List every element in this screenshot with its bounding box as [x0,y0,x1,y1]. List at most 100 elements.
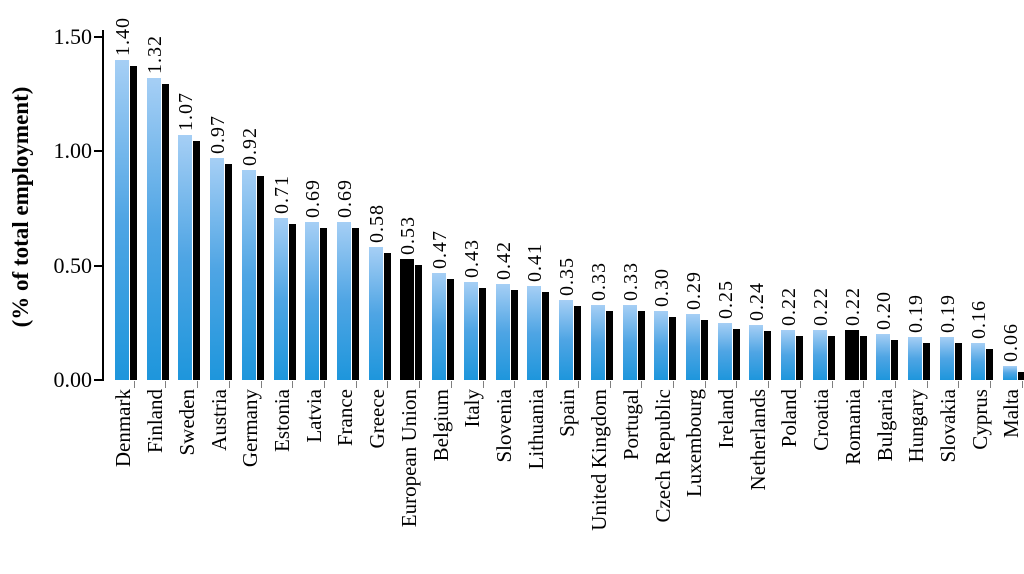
x-label-cell: Denmark [103,389,135,574]
y-tick-label: 1.50 [53,24,93,49]
y-axis-line [102,30,104,381]
x-label-cell: Croatia [801,389,833,574]
x-tick [894,381,896,388]
value-label: 0.30 [651,268,674,307]
bar-shadow [415,265,423,380]
x-tick-label: France [333,389,358,447]
x-label-cell: Czech Republic [642,389,675,574]
x-label-cell: Slovenia [484,389,516,574]
bar-group: 0.33 [611,37,645,388]
value-label: 0.58 [365,204,388,243]
bar-shadow [510,290,518,380]
x-label-cell: France [325,389,357,574]
x-tick [450,381,452,388]
bar-shadow [637,311,645,380]
x-label-cell: Estonia [262,389,294,574]
x-label-cell: Slovakia [928,389,960,574]
x-tick-label: Portugal [618,389,643,461]
x-tick [799,381,801,388]
bar-group: 0.69 [293,37,328,388]
bar [305,222,320,380]
bar-shadow [447,279,455,380]
value-label: 0.22 [809,287,832,326]
value-label: 0.47 [429,230,452,269]
bar [368,247,383,380]
y-tick [94,379,103,381]
x-label-cell: Netherlands [737,389,770,574]
value-label: 0.53 [397,216,420,255]
bar-group: 0.22 [769,37,804,388]
x-label-cell: Portugal [611,389,643,574]
bar [495,284,510,380]
bar-group: 0.42 [484,37,518,388]
x-tick [197,381,199,388]
bar [463,282,478,380]
x-tick [768,381,770,388]
x-tick-label: Austria [206,389,231,451]
x-tick [926,381,928,388]
y-tick [94,150,103,153]
bar [622,305,637,380]
x-label-cell: Italy [452,389,484,574]
value-label: 0.29 [682,271,705,310]
bar-group: 0.22 [801,37,835,388]
x-tick [641,381,643,388]
bar-shadow [700,320,708,380]
x-tick-label: Latvia [301,389,326,443]
bar-shadow [130,66,137,380]
y-tick [94,264,103,267]
bar [273,218,288,380]
x-tick [419,381,421,388]
bar-group: 1.32 [135,35,169,388]
value-label: 0.35 [556,257,579,296]
bar-group: 0.97 [198,37,233,388]
bar [654,311,669,380]
x-tick-label: Romania [840,389,865,465]
x-tick [672,381,674,388]
value-label: 0.43 [460,239,483,278]
x-tick-label: Spain [555,389,580,437]
value-label: 0.19 [936,294,959,333]
bar [749,325,764,380]
bar-group: 0.29 [674,37,708,388]
x-label-cell: Sweden [166,389,199,574]
bar-shadow [732,329,740,380]
bar-shadow [288,224,296,380]
plot-area: 1.40 1.32 1.07 0.97 0.92 0.71 0.69 0.69 0.58 0.53… [103,17,1024,388]
bar [115,60,129,380]
bar-shadow [574,306,582,380]
value-label: 1.40 [112,17,134,56]
x-tick-label: Poland [777,389,802,448]
bar [876,334,891,380]
y-tick-label: 0.50 [53,252,93,278]
x-tick-label: Finland [143,389,168,454]
x-tick [228,381,230,388]
x-label-cell: Cyprus [959,389,992,574]
x-label-cell: Belgium [420,389,453,574]
bar-group: 0.22 [833,37,867,388]
x-tick-label: Estonia [269,389,294,452]
bar-group: 0.35 [547,37,582,388]
x-tick-label: Bulgaria [872,389,897,462]
x-label-cell: Lithuania [515,389,548,574]
value-label: 0.33 [587,262,610,301]
bar-shadow [352,228,360,380]
x-tick-label: Croatia [809,389,834,451]
x-tick [133,381,135,388]
x-tick-label: Cyprus [967,389,992,450]
bar-shadow [827,336,835,380]
x-tick [1021,381,1023,388]
x-label-cell: Greece [357,389,389,574]
value-label: 0.25 [714,280,737,319]
value-label: 0.92 [238,127,261,166]
y-tick-label: 1.00 [53,138,93,164]
bar-group: 1.40 [103,17,137,388]
x-tick-label: Czech Republic [650,389,675,523]
value-label: 0.19 [904,294,927,333]
value-label: 1.07 [175,92,198,131]
x-tick [387,381,389,388]
x-label-cell: Latvia [293,389,326,574]
bar-group: 0.30 [642,37,677,388]
x-tick-label: Slovakia [936,389,961,463]
x-label-cell: Romania [833,389,865,574]
